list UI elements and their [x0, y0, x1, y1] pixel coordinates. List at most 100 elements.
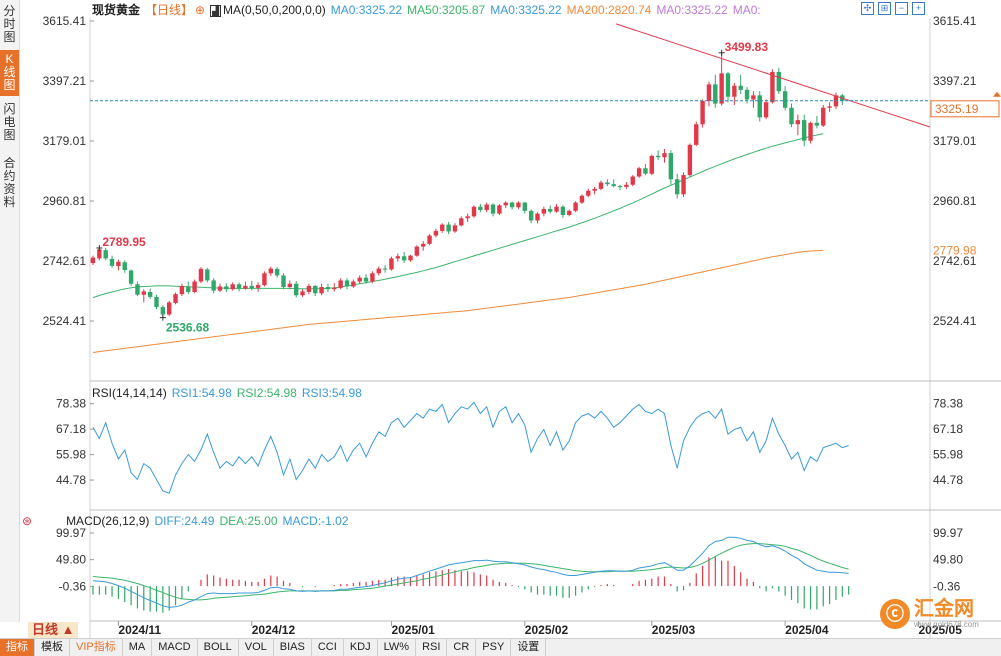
candle-body: [802, 120, 807, 141]
chart-area[interactable]: 3615.41 3615.41 3397.21 3397.21 3179.01 3179.…: [0, 0, 1001, 638]
tab-contract-info[interactable]: 合约资料: [3, 156, 16, 209]
candle-body: [668, 153, 674, 180]
candle-body: [389, 258, 394, 270]
candle-body: [694, 124, 699, 145]
candle-body: [541, 208, 547, 214]
candle-body: [90, 257, 96, 264]
ma0c-value: MA0:3325.22: [656, 3, 728, 17]
crosshair-icon[interactable]: ✣: [861, 2, 874, 15]
indicator-tab-10[interactable]: LW%: [378, 639, 417, 656]
ma0d-value: MA0:: [732, 3, 761, 17]
candle-body: [795, 120, 801, 125]
candle-body: [262, 273, 267, 286]
candle-body: [217, 286, 223, 291]
rsi-legend: RSI(14,14,14) RSI1:54.98 RSI2:54.98 RSI3:54…: [92, 386, 367, 400]
indicator-icon[interactable]: ▟: [210, 5, 222, 17]
candle-body: [281, 275, 286, 288]
tab-lightning[interactable]: 闪电图: [3, 102, 16, 142]
candle-body: [471, 206, 477, 217]
rsi-tick-label-left: 55.98: [56, 448, 86, 462]
rsi-tick-label-right: 44.78: [933, 473, 963, 487]
indicator-tab-2[interactable]: VIP指标: [70, 639, 123, 656]
candle-body: [116, 261, 121, 267]
indicator-tab-6[interactable]: VOL: [239, 639, 274, 656]
chart-toolbar: ✣ ⊞ − +: [861, 2, 925, 15]
rsi-name: RSI(14,14,14): [92, 386, 167, 400]
candle-body: [313, 285, 318, 294]
price-arrow-icon: [993, 91, 1001, 97]
period-button[interactable]: 日线 ▲: [28, 622, 79, 638]
candle-body: [808, 122, 813, 141]
x-tick-label: 2025/02: [525, 623, 569, 637]
ma0a-value: MA0:3325.22: [330, 3, 403, 17]
candle-body: [732, 85, 737, 97]
candle-body: [109, 258, 115, 266]
indicator-tab-8[interactable]: CCI: [312, 639, 344, 656]
candle-body: [763, 102, 769, 118]
trend-line: [615, 23, 931, 128]
candle-body: [97, 249, 102, 259]
candle-body: [192, 281, 197, 292]
candle-body: [357, 277, 362, 282]
macd-value: MACD:-1.02: [282, 514, 349, 528]
indicator-tab-12[interactable]: CR: [447, 639, 477, 656]
indicator-tab-3[interactable]: MA: [123, 639, 153, 656]
minus-icon[interactable]: −: [895, 2, 908, 15]
grid-icon[interactable]: ⊞: [878, 2, 891, 15]
indicator-tab-1[interactable]: 模板: [35, 639, 70, 656]
diff-line: [92, 536, 849, 608]
candle-body: [433, 230, 439, 236]
diff-value: DIFF:24.49: [154, 514, 215, 528]
candle-body: [363, 277, 369, 282]
candle-body: [300, 291, 305, 296]
indicator-tab-5[interactable]: BOLL: [198, 639, 239, 656]
plus-icon[interactable]: +: [912, 2, 925, 15]
candle-body: [719, 73, 724, 104]
candle-body: [757, 95, 762, 118]
x-tick-label: 2025/05: [919, 623, 963, 637]
candle-body: [713, 84, 718, 104]
logo-mark: ⓒ: [880, 598, 910, 629]
candle-body: [497, 205, 502, 214]
candle-body: [827, 106, 832, 108]
candle-body: [294, 283, 299, 296]
x-tick-label: 2024/11: [118, 623, 161, 637]
candle-body: [128, 270, 134, 284]
candle-body: [167, 302, 172, 315]
macd-settings-icon[interactable]: ⊛: [22, 514, 33, 528]
x-tick-label: 2024/12: [252, 623, 296, 637]
candle-body: [179, 285, 185, 295]
indicator-tab-7[interactable]: BIAS: [274, 639, 312, 656]
candle-body: [643, 168, 648, 174]
candle-body: [478, 206, 483, 211]
candle-body: [700, 100, 705, 125]
candle-body: [649, 155, 654, 174]
candle-body: [770, 71, 775, 103]
candle-body: [522, 202, 527, 211]
indicator-tab-9[interactable]: KDJ: [344, 639, 378, 656]
indicator-tab-11[interactable]: RSI: [416, 639, 448, 656]
y-tick-label-left: 2960.81: [43, 194, 87, 208]
candle-body: [611, 184, 616, 187]
candle-body: [408, 255, 413, 261]
candle-body: [624, 184, 629, 187]
indicator-tab-14[interactable]: 设置: [511, 639, 547, 656]
candle-body: [186, 286, 191, 292]
candle-body: [725, 73, 731, 97]
candle-body: [401, 256, 407, 261]
tab-timeshare[interactable]: 分时图: [3, 4, 16, 44]
candle-body: [325, 287, 331, 290]
ma50-value: MA50:3205.87: [407, 3, 486, 17]
candle-body: [160, 307, 166, 315]
indicator-tab-4[interactable]: MACD: [152, 639, 198, 656]
settings-icon[interactable]: ⊕: [195, 3, 206, 17]
x-tick-label: 2025/03: [652, 623, 696, 637]
macd-tick-label-left: 99.97: [56, 526, 86, 540]
indicator-tab-0[interactable]: 指标: [0, 639, 35, 656]
candle-body: [249, 285, 254, 289]
candle-body: [681, 175, 686, 195]
ma200-value: MA200:2820.74: [566, 3, 652, 17]
indicator-tab-13[interactable]: PSY: [476, 639, 512, 656]
period-label: 【日线】: [145, 3, 194, 17]
